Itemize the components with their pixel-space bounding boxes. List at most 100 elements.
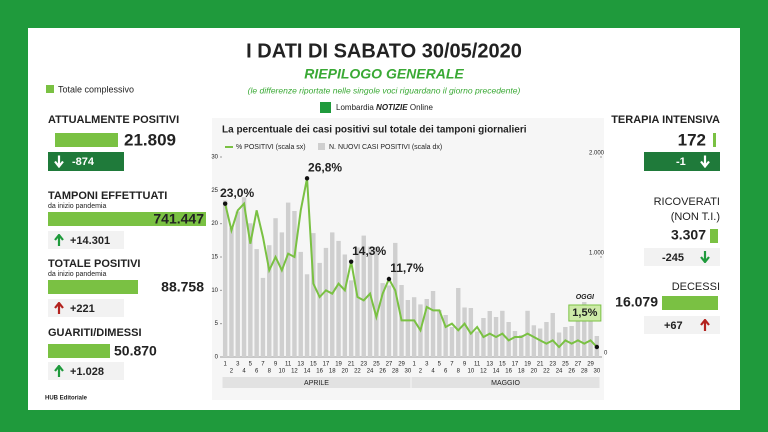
- x-tick-label: 26: [379, 369, 386, 375]
- logo-icon: [320, 102, 331, 113]
- x-tick-label: 3: [425, 362, 429, 368]
- note: (le differenze riportate nelle singole v…: [248, 85, 521, 95]
- x-tick-label: 30: [594, 369, 601, 375]
- bar: [279, 232, 285, 357]
- x-tick-label: 22: [543, 369, 550, 375]
- bar: [336, 240, 341, 357]
- legend-label: N. NUOVI CASI POSITIVI (scala dx): [329, 144, 442, 151]
- x-tick-label: 21: [348, 362, 355, 368]
- x-tick-label: 25: [562, 362, 569, 368]
- x-tick-label: 28: [581, 369, 588, 375]
- bar: [222, 200, 228, 357]
- bar: [437, 310, 442, 357]
- x-tick-label: 22: [354, 369, 361, 375]
- x-tick-label: 20: [531, 369, 538, 375]
- bar: [430, 291, 436, 357]
- x-tick-label: 25: [373, 362, 380, 368]
- stat-value: 88.758: [161, 279, 204, 295]
- chart-title: La percentuale dei casi positivi sul tot…: [222, 125, 527, 136]
- x-tick-label: 28: [392, 369, 399, 375]
- stat-bar: [55, 133, 118, 147]
- x-tick-label: 23: [360, 362, 367, 368]
- bar: [443, 315, 448, 357]
- stat-delta: -874: [72, 156, 95, 168]
- bar: [393, 242, 398, 357]
- bar: [531, 325, 537, 357]
- y-tick-label: 5: [215, 321, 219, 327]
- x-tick-label: 17: [512, 362, 519, 368]
- stat-bar: [710, 229, 718, 243]
- footer: HUB Editoriale: [45, 396, 88, 402]
- y-tick-label: 0: [215, 355, 219, 361]
- stat-delta: -1: [676, 156, 686, 168]
- bar: [544, 322, 549, 357]
- stat-label: TERAPIA INTENSIVA: [611, 114, 720, 126]
- today-box: [568, 304, 602, 322]
- value-label: 11,7%: [390, 261, 424, 275]
- bar: [582, 302, 587, 357]
- line: [224, 178, 598, 349]
- bar: [292, 211, 297, 357]
- value-label: 1,5%: [572, 307, 597, 319]
- logo: Lombardia NOTIZIE Online: [336, 103, 434, 112]
- stat-bar: [48, 280, 138, 294]
- bar: [537, 328, 543, 357]
- delta-box: [644, 316, 720, 334]
- x-tick-label: 9: [274, 362, 278, 368]
- x-tick-label: 5: [438, 362, 442, 368]
- x-tick-label: 12: [291, 369, 298, 375]
- bar: [424, 299, 429, 357]
- stat-sub: da inizio pandemia: [48, 271, 106, 278]
- bar: [285, 202, 291, 357]
- point: [386, 276, 392, 282]
- stat-bar: [48, 344, 110, 358]
- point: [222, 201, 228, 206]
- legend-swatch: [318, 143, 325, 150]
- value-label: 26,8%: [308, 161, 342, 175]
- x-tick-label: 4: [431, 369, 435, 375]
- x-tick-label: 10: [468, 369, 475, 375]
- bar: [361, 235, 366, 357]
- stat-label: GUARITI/DIMESSI: [48, 327, 142, 339]
- bar: [575, 314, 581, 357]
- y-tick-label: 10: [211, 288, 218, 294]
- x-tick-label: 15: [499, 362, 506, 368]
- stat-bar: [713, 133, 716, 147]
- bar: [248, 223, 253, 357]
- x-tick-label: 17: [323, 362, 330, 368]
- bar: [569, 326, 574, 357]
- point: [304, 176, 310, 181]
- stat-label: TOTALE POSITIVI: [48, 258, 141, 270]
- bar: [241, 197, 247, 357]
- title: I DATI DI SABATO 30/05/2020: [246, 40, 522, 62]
- stat-delta: -245: [662, 252, 684, 264]
- bar: [588, 319, 593, 357]
- x-tick-label: 7: [450, 362, 454, 368]
- x-tick-label: 10: [279, 369, 286, 375]
- x-tick-label: 19: [524, 362, 531, 368]
- stat-bar: [662, 296, 718, 310]
- bar: [563, 327, 568, 357]
- bar: [304, 274, 310, 357]
- point: [348, 259, 354, 264]
- bar: [355, 247, 360, 357]
- x-tick-label: 27: [386, 362, 393, 368]
- x-tick-label: 2: [230, 369, 234, 375]
- bar: [273, 218, 278, 357]
- bar: [556, 332, 562, 357]
- x-tick-label: 6: [444, 369, 448, 375]
- bar: [411, 297, 417, 357]
- x-tick-label: 26: [568, 369, 575, 375]
- x-tick-label: 23: [549, 362, 556, 368]
- stat-label: RICOVERATI: [654, 196, 720, 208]
- x-tick-label: 9: [463, 362, 467, 368]
- legend-swatch: [46, 85, 54, 93]
- bar: [311, 233, 316, 357]
- bar: [342, 254, 348, 357]
- x-tick-label: 19: [335, 362, 342, 368]
- delta-box: [48, 231, 124, 249]
- x-tick-label: 14: [304, 369, 311, 375]
- stat-value: 3.307: [671, 227, 706, 243]
- x-tick-label: 18: [329, 369, 336, 375]
